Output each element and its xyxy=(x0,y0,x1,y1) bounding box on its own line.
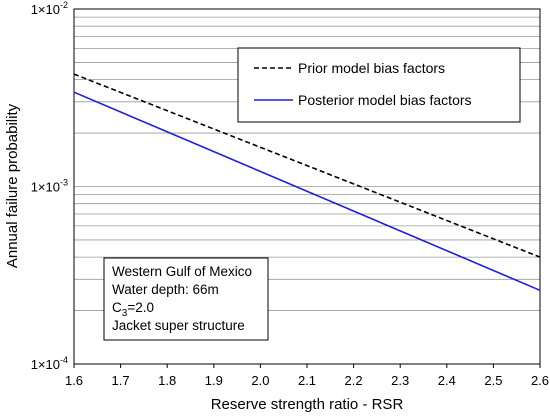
x-tick-label: 1.8 xyxy=(158,373,176,388)
x-axis-title: Reserve strength ratio - RSR xyxy=(211,396,404,413)
annotation-water-depth: Water depth: 66m xyxy=(112,282,219,297)
annotation-coefficient-subscript: 3 xyxy=(122,308,128,319)
legend-label-prior: Prior model bias factors xyxy=(298,60,445,76)
annotation-coefficient-symbol: C xyxy=(112,300,122,315)
annotation-coefficient: C3=2.0 xyxy=(112,300,154,319)
legend: Prior model bias factors Posterior model… xyxy=(237,47,521,123)
y-axis-tick-labels: 1×10-4 1×10-3 1×10-2 xyxy=(31,0,68,372)
annotation-structure: Jacket super structure xyxy=(112,318,245,333)
y-tick-label: 1×10-2 xyxy=(31,0,68,17)
x-axis-tick-labels: 1.6 1.7 1.8 1.9 2.0 2.1 2.2 2.3 2.4 2.5 2.6 xyxy=(65,364,549,388)
x-tick-label: 1.9 xyxy=(205,373,223,388)
x-tick-label: 1.6 xyxy=(65,373,83,388)
legend-box xyxy=(237,47,521,123)
x-tick-label: 2.4 xyxy=(438,373,456,388)
legend-label-posterior: Posterior model bias factors xyxy=(298,92,472,108)
x-tick-label: 2.1 xyxy=(298,373,316,388)
y-axis-title: Annual failure probability xyxy=(4,103,21,268)
y-tick-label: 1×10-4 xyxy=(31,355,68,372)
x-tick-label: 2.3 xyxy=(391,373,409,388)
x-tick-label: 1.7 xyxy=(112,373,130,388)
series-line-prior xyxy=(73,73,541,258)
x-tick-label: 2.6 xyxy=(531,373,549,388)
x-tick-label: 2.2 xyxy=(345,373,363,388)
x-tick-label: 2.0 xyxy=(251,373,269,388)
y-tick-label: 1×10-3 xyxy=(31,178,68,195)
annotation-location: Western Gulf of Mexico xyxy=(112,264,252,279)
x-tick-label: 2.5 xyxy=(484,373,502,388)
annotation-coefficient-value: =2.0 xyxy=(127,300,154,315)
data-series xyxy=(73,73,541,292)
annotation-box: Western Gulf of Mexico Water depth: 66m … xyxy=(103,257,269,341)
annotation-frame xyxy=(103,257,269,341)
series-line-posterior xyxy=(73,91,541,292)
